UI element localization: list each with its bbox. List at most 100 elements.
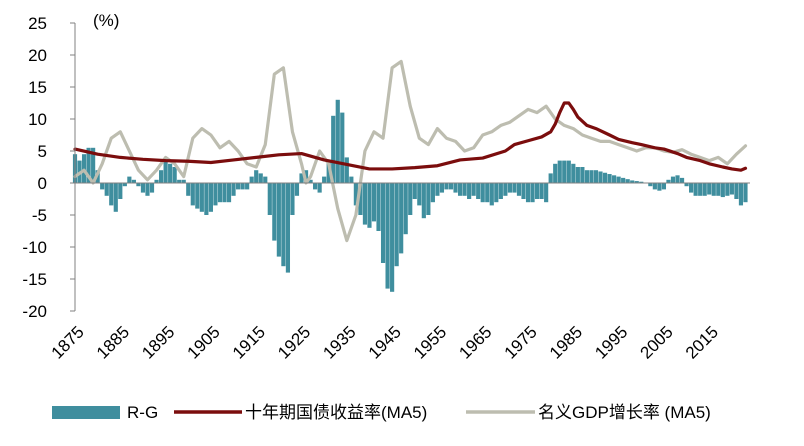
- bar-2021: [734, 183, 739, 199]
- bar-1906: [213, 183, 218, 206]
- bar-1928: [313, 183, 318, 190]
- bar-1910: [231, 183, 236, 196]
- bar-1991: [598, 171, 603, 183]
- bar-1932: [331, 115, 336, 183]
- bar-1911: [236, 183, 241, 190]
- x-tick-label: 1995: [591, 322, 631, 362]
- bar-1917: [263, 176, 268, 183]
- bar-1890: [140, 183, 146, 193]
- bar-1960: [457, 183, 463, 196]
- bar-1966: [485, 183, 490, 203]
- bar-1934: [340, 112, 345, 183]
- bar-2007: [670, 176, 676, 183]
- y-tick-label: -15: [22, 270, 47, 289]
- bar-1908: [222, 183, 227, 203]
- x-tick-label: 1945: [365, 322, 405, 362]
- gdp-growth-line: [73, 59, 748, 243]
- bar-2016: [711, 183, 716, 196]
- bar-1958: [448, 183, 454, 190]
- bar-1925: [299, 173, 304, 183]
- bar-2010: [684, 183, 689, 187]
- bar-1944: [385, 183, 390, 289]
- bar-2014: [702, 183, 707, 196]
- bar-1978: [539, 183, 544, 199]
- bar-1922: [285, 183, 291, 273]
- bar-1955: [435, 183, 440, 196]
- x-tick-label: 1915: [229, 322, 269, 362]
- bar-1995: [616, 176, 621, 183]
- bar-1887: [127, 176, 132, 183]
- bar-1936: [349, 176, 354, 183]
- x-tick-labels: 1875 1885 1895 1905 1915 1925 1935 1945 1955 1965…: [48, 322, 722, 362]
- x-tick-label: 1975: [501, 322, 541, 362]
- bar-1950: [412, 183, 417, 199]
- y-tick-label: -5: [32, 206, 47, 225]
- bar-1968: [494, 183, 499, 203]
- y-tick-label: -10: [22, 238, 47, 257]
- bar-2002: [648, 183, 653, 187]
- bar-2003: [652, 183, 657, 190]
- x-tick-label: 1905: [184, 322, 224, 362]
- bar-1939: [362, 183, 368, 225]
- x-tick-label: 1965: [455, 322, 495, 362]
- bar-1940: [367, 183, 372, 228]
- line-series: [73, 59, 748, 243]
- x-tick-label: 1885: [93, 322, 133, 362]
- bar-1956: [439, 183, 445, 193]
- x-tick-label: 1925: [274, 322, 314, 362]
- legend-bar-swatch: [52, 406, 120, 419]
- bond-yield-line: [73, 101, 748, 172]
- x-tick-label: 1875: [48, 322, 88, 362]
- bar-2015: [707, 183, 712, 195]
- bar-2019: [725, 183, 730, 196]
- bar-1903: [199, 183, 204, 212]
- bar-1987: [580, 167, 585, 183]
- bar-1929: [317, 183, 322, 193]
- bar-1997: [625, 179, 630, 183]
- x-tick-label: 1955: [410, 322, 450, 362]
- bar-1970: [503, 183, 508, 196]
- bar-1938: [358, 183, 363, 215]
- bar-2020: [729, 183, 734, 195]
- bar-1973: [516, 183, 522, 196]
- bar-1905: [208, 183, 213, 212]
- bar-2018: [720, 183, 725, 198]
- bar-1986: [575, 167, 580, 183]
- bar-1909: [226, 183, 232, 203]
- legend-label-r-g: R-G: [127, 403, 158, 422]
- bar-1949: [408, 183, 413, 215]
- bar-1883: [109, 183, 114, 206]
- y-tick-label: 20: [28, 46, 47, 65]
- bar-2004: [657, 183, 662, 191]
- bar-1951: [417, 183, 422, 206]
- bar-1942: [376, 183, 381, 231]
- bar-1877: [81, 154, 87, 183]
- bar-1919: [272, 183, 277, 241]
- y-tick-label: 0: [38, 174, 47, 193]
- x-tick-label: 1935: [319, 322, 359, 362]
- bar-2017: [716, 183, 721, 196]
- bar-1918: [267, 183, 272, 215]
- bar-1943: [380, 183, 386, 263]
- x-tick-label: 2015: [682, 322, 722, 362]
- bar-2013: [698, 183, 703, 196]
- bar-1892: [149, 183, 155, 193]
- bar-1886: [122, 183, 127, 187]
- bar-1996: [621, 177, 626, 183]
- bar-1891: [145, 183, 150, 196]
- bar-1994: [612, 175, 617, 183]
- bar-1953: [426, 183, 431, 215]
- bar-2005: [661, 183, 667, 190]
- bar-2012: [693, 183, 698, 196]
- bar-1981: [553, 163, 558, 183]
- bar-2009: [679, 177, 685, 183]
- bar-1963: [471, 183, 476, 196]
- bar-1927: [308, 179, 313, 183]
- axes: [70, 22, 750, 312]
- bar-1894: [158, 170, 164, 183]
- y-tick-label: 5: [38, 142, 47, 161]
- bar-1935: [344, 157, 349, 183]
- legend-label-yield: 十年期国债收益率(MA5): [245, 403, 427, 422]
- bar-1923: [290, 183, 295, 215]
- bar-2008: [675, 175, 680, 183]
